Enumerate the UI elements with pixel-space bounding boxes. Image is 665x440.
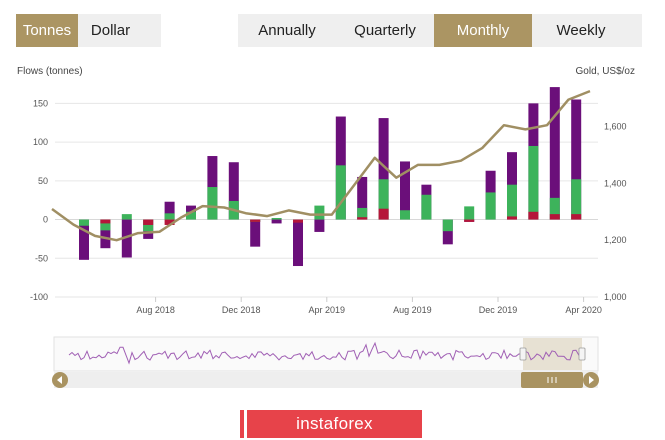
arrow-left-icon	[57, 376, 62, 384]
flow-bar-green	[100, 219, 111, 231]
flow-bar-red	[464, 219, 475, 222]
flow-bar-red	[549, 214, 560, 220]
flow-bar-red	[164, 219, 175, 225]
gold-price-line	[51, 89, 591, 242]
flow-bar	[442, 219, 453, 245]
flow-bar	[378, 118, 389, 220]
period-weekly-button[interactable]: Weekly	[556, 22, 606, 39]
x-tick-label: Apr 2020	[565, 305, 602, 315]
flow-bar-green	[143, 219, 154, 232]
flow-bar-red	[571, 214, 582, 220]
flow-bar-green	[549, 197, 560, 220]
y-tick-label: 100	[33, 137, 48, 147]
period-quarterly-button[interactable]: Quarterly	[354, 22, 416, 39]
flow-bar-green	[271, 217, 282, 220]
units-tonnes-button[interactable]: Tonnes	[16, 14, 78, 47]
flow-bar-green	[485, 192, 496, 220]
flow-bar	[228, 162, 239, 220]
flow-bar	[164, 201, 175, 220]
navigator-handle[interactable]	[519, 347, 527, 361]
flow-bar	[79, 219, 89, 260]
watermark-text: instaforex	[247, 410, 422, 438]
flow-bar-green	[507, 184, 517, 220]
flow-bar-green	[357, 207, 368, 220]
y2-tick-label: 1,200	[604, 235, 627, 245]
period-monthly-button[interactable]: Monthly	[434, 14, 532, 47]
navigator-series	[68, 341, 583, 365]
flow-bar-green	[378, 179, 389, 220]
flow-bar-green	[400, 210, 410, 220]
right-axis-title: Gold, US$/oz	[575, 66, 635, 77]
x-tick-label: Dec 2018	[222, 305, 261, 315]
flow-bar	[549, 87, 560, 220]
flow-bar-green	[335, 165, 346, 220]
flow-bar-green	[421, 194, 432, 220]
y-tick-label: 50	[38, 176, 48, 186]
flow-bar-green	[571, 179, 582, 220]
flow-bar	[400, 161, 410, 220]
y2-tick-label: 1,000	[604, 292, 627, 302]
flow-bar-red	[378, 208, 389, 220]
left-axis-title: Flows (tonnes)	[17, 66, 83, 77]
x-tick-label: Aug 2018	[136, 305, 175, 315]
y-tick-label: 150	[33, 98, 48, 108]
flow-bar-green	[314, 205, 325, 220]
flow-bar-green	[79, 219, 89, 226]
y2-tick-label: 1,400	[604, 178, 627, 188]
flow-bar-green	[442, 219, 453, 232]
navigator	[53, 336, 599, 372]
navigator-handle[interactable]	[578, 347, 586, 361]
x-tick-label: Dec 2019	[479, 305, 518, 315]
flow-bar	[293, 219, 303, 267]
flow-bar	[357, 176, 368, 220]
flow-bar-red	[507, 216, 517, 220]
flow-bar	[314, 219, 325, 232]
y-tick-label: -50	[35, 253, 48, 263]
flow-bar-green	[164, 213, 175, 220]
flow-bar-red	[100, 219, 111, 224]
flow-bar-green	[207, 187, 218, 220]
flow-bar	[571, 99, 582, 220]
x-tick-label: Apr 2019	[309, 305, 346, 315]
flow-bar	[250, 219, 261, 247]
flow-bar-green	[121, 214, 132, 220]
y2-tick-label: 1,600	[604, 122, 627, 132]
period-annually-button[interactable]: Annually	[258, 22, 316, 39]
navigator-selection[interactable]	[523, 338, 582, 370]
flow-bar	[121, 219, 132, 258]
scrollbar-track[interactable]	[54, 372, 598, 388]
units-dollar-button[interactable]: Dollar	[90, 22, 131, 39]
flow-bar	[271, 219, 282, 224]
flow-bar-red	[293, 219, 303, 223]
flow-bar-green	[186, 211, 196, 220]
flow-bar-red	[528, 211, 539, 220]
flow-bar-green	[464, 206, 475, 220]
y-tick-label: 0	[43, 215, 48, 225]
flow-bar	[100, 219, 111, 249]
y-tick-label: -100	[30, 292, 48, 302]
flow-bar-red	[143, 219, 154, 225]
period-toggle: Annually Quarterly Monthly Weekly	[238, 14, 642, 47]
flow-bar-red	[357, 217, 368, 220]
x-tick-label: Aug 2019	[393, 305, 432, 315]
watermark: instaforex	[240, 410, 422, 438]
flow-bar-red	[250, 219, 261, 222]
flow-bar-green	[528, 145, 539, 220]
units-toggle: Tonnes Dollar	[16, 14, 161, 47]
arrow-right-icon	[589, 376, 594, 384]
watermark-accent	[240, 410, 244, 438]
